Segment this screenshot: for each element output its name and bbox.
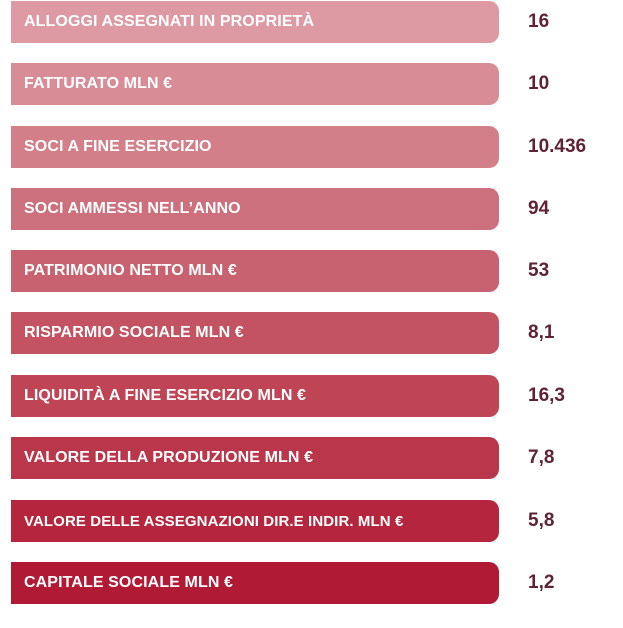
- stat-label-bar: ALLOGGI ASSEGNATI IN PROPRIETÀ: [11, 1, 499, 43]
- stat-value: 16: [528, 11, 550, 32]
- stat-label: SOCI A FINE ESERCIZIO: [24, 138, 212, 155]
- stat-label: PATRIMONIO NETTO MLN €: [24, 262, 237, 279]
- stat-label: VALORE DELLE ASSEGNAZIONI DIR.E INDIR. M…: [24, 512, 404, 530]
- stat-label: LIQUIDITÀ A FINE ESERCIZIO MLN €: [24, 387, 307, 404]
- stat-label-bar: VALORE DELLA PRODUZIONE MLN €: [11, 437, 499, 479]
- stat-row-fatturato: FATTURATO MLN € 10: [0, 63, 623, 105]
- stat-row-alloggi: ALLOGGI ASSEGNATI IN PROPRIETÀ 16: [0, 1, 623, 43]
- stat-row-patrimonio-netto: PATRIMONIO NETTO MLN € 53: [0, 250, 623, 292]
- stat-label: ALLOGGI ASSEGNATI IN PROPRIETÀ: [24, 13, 315, 30]
- stat-label: FATTURATO MLN €: [24, 75, 173, 92]
- stat-row-valore-produzione: VALORE DELLA PRODUZIONE MLN € 7,8: [0, 437, 623, 479]
- stat-value: 10.436: [528, 136, 587, 157]
- stat-value: 10: [528, 73, 550, 94]
- stat-row-soci-ammessi: SOCI AMMESSI NELL’ANNO 94: [0, 188, 623, 230]
- stat-label-bar: VALORE DELLE ASSEGNAZIONI DIR.E INDIR. M…: [11, 500, 499, 542]
- stat-label-bar: SOCI AMMESSI NELL’ANNO: [11, 188, 499, 230]
- stat-value: 53: [528, 260, 550, 281]
- stat-value: 5,8: [528, 510, 555, 531]
- stat-row-capitale-sociale: CAPITALE SOCIALE MLN € 1,2: [0, 562, 623, 604]
- stat-label-bar: PATRIMONIO NETTO MLN €: [11, 250, 499, 292]
- stat-label: RISPARMIO SOCIALE MLN €: [24, 324, 244, 341]
- stat-row-soci-fine-esercizio: SOCI A FINE ESERCIZIO 10.436: [0, 126, 623, 168]
- stat-value: 7,8: [528, 447, 555, 468]
- stat-row-risparmio-sociale: RISPARMIO SOCIALE MLN € 8,1: [0, 312, 623, 354]
- stat-label: SOCI AMMESSI NELL’ANNO: [24, 200, 241, 217]
- stat-label-bar: RISPARMIO SOCIALE MLN €: [11, 312, 499, 354]
- stat-row-liquidita: LIQUIDITÀ A FINE ESERCIZIO MLN € 16,3: [0, 375, 623, 417]
- stat-label-bar: FATTURATO MLN €: [11, 63, 499, 105]
- stat-label-bar: CAPITALE SOCIALE MLN €: [11, 562, 499, 604]
- stat-value: 94: [528, 198, 550, 219]
- stat-row-valore-assegnazioni: VALORE DELLE ASSEGNAZIONI DIR.E INDIR. M…: [0, 500, 623, 542]
- stat-value: 8,1: [528, 322, 555, 343]
- stat-label-bar: SOCI A FINE ESERCIZIO: [11, 126, 499, 168]
- stat-label: CAPITALE SOCIALE MLN €: [24, 574, 234, 591]
- stat-value: 16,3: [528, 385, 565, 406]
- stat-label: VALORE DELLA PRODUZIONE MLN €: [24, 449, 314, 466]
- stat-value: 1,2: [528, 572, 555, 593]
- stat-label-bar: LIQUIDITÀ A FINE ESERCIZIO MLN €: [11, 375, 499, 417]
